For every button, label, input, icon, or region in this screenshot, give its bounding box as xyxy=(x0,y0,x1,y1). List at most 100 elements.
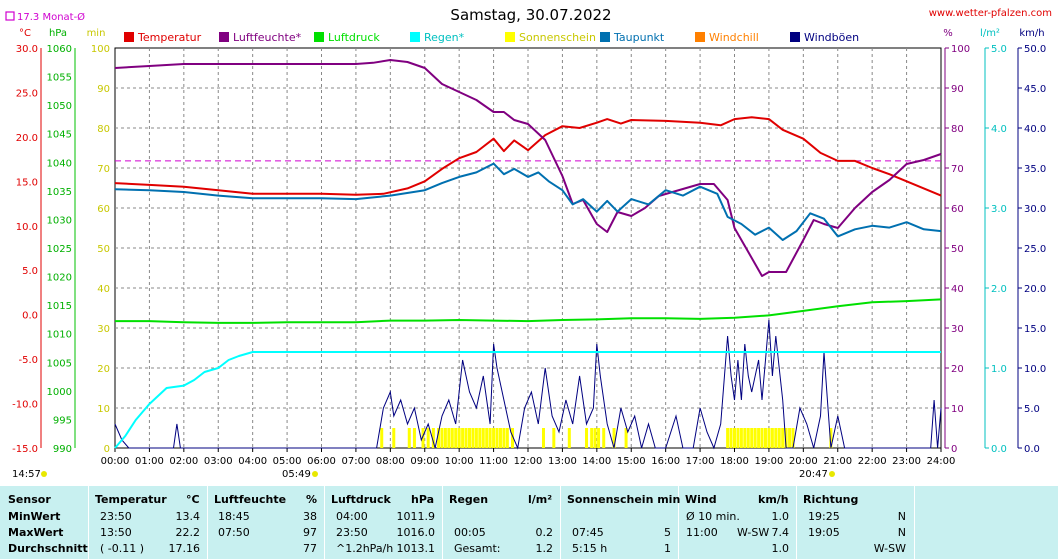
summary-cell-rain-val: 0.2 xyxy=(535,526,554,539)
humidity-axis-tick: 60 xyxy=(951,204,964,215)
summary-cell-press-time: ^1.2hPa/h xyxy=(336,542,394,555)
sunshine-bar xyxy=(407,428,411,448)
temp-axis-tick: 0.0 xyxy=(22,311,38,322)
start-sun-icon xyxy=(41,471,47,477)
windboeen-line xyxy=(114,319,942,450)
summary-cell-temp-val: 13.4 xyxy=(175,510,201,523)
pressure-axis-tick: 1040 xyxy=(47,158,72,169)
sunshine-bar xyxy=(597,428,601,448)
sunshine-bar xyxy=(736,428,740,448)
sunshine-bar xyxy=(488,428,492,448)
summary-cell-wind-val: 1.0 xyxy=(771,510,790,523)
sunshine-bar xyxy=(392,428,396,448)
chart-title: Samstag, 30.07.2022 xyxy=(450,6,611,24)
legend-label: Sonnenschein xyxy=(519,31,596,44)
header-richtung: Richtung xyxy=(803,493,859,506)
sunshine-bar xyxy=(829,428,833,448)
humidity-axis-tick: 70 xyxy=(951,164,964,175)
minutes-unit-label: min xyxy=(87,28,106,39)
sunshine-bar xyxy=(502,428,506,448)
temp-axis-tick: 20.0 xyxy=(16,133,38,144)
header-sonnenschein: Sonnenschein min xyxy=(567,493,681,506)
pressure-axis-tick: 1020 xyxy=(47,273,72,284)
sunshine-bar xyxy=(443,428,447,448)
summary-cell-temp-time: 13:50 xyxy=(100,526,132,539)
wind-axis-tick: 5.0 xyxy=(1024,404,1040,415)
summary-cell-wind-val: 7.4 xyxy=(771,526,790,539)
minutes-axis-tick: 40 xyxy=(97,284,110,295)
legend-label: Windchill xyxy=(709,31,759,44)
sunshine-bar xyxy=(602,428,606,448)
sunshine-bar xyxy=(464,428,468,448)
start-time-label: 14:57 xyxy=(12,469,41,480)
legend-swatch xyxy=(410,32,420,42)
sunshine-bar xyxy=(624,428,628,448)
wind-axis-tick: 40.0 xyxy=(1024,124,1046,135)
x-tick-label: 06:00 xyxy=(307,456,336,467)
summary-cell-hum-time: 18:45 xyxy=(218,510,250,523)
x-tick-label: 13:00 xyxy=(548,456,577,467)
summary-cell-press-val: 1011.9 xyxy=(396,510,436,523)
rain-axis-tick: 2.0 xyxy=(991,284,1007,295)
pressure-axis-tick: 1060 xyxy=(47,44,72,55)
sunshine-bar xyxy=(454,428,458,448)
sunshine-bar xyxy=(511,428,515,448)
summary-cell-press-time: 04:00 xyxy=(336,510,368,523)
summary-cell-hum-time: 07:50 xyxy=(218,526,250,539)
wind-axis-tick: 10.0 xyxy=(1024,364,1046,375)
x-tick-label: 02:00 xyxy=(169,456,198,467)
grid xyxy=(114,47,942,449)
x-tick-label: 07:00 xyxy=(342,456,371,467)
sunshine-bar xyxy=(774,428,778,448)
sunshine-bar xyxy=(457,428,461,448)
header-regen: Regen xyxy=(449,493,489,506)
wind-axis-tick: 35.0 xyxy=(1024,164,1046,175)
pressure-axis-tick: 1000 xyxy=(47,387,72,398)
minutes-axis-tick: 10 xyxy=(97,404,110,415)
sunshine-bar xyxy=(421,428,425,448)
humidity-axis-tick: 20 xyxy=(951,364,964,375)
summary-cell-sun-time: 07:45 xyxy=(572,526,604,539)
minutes-axis-tick: 70 xyxy=(97,164,110,175)
summary-cell-sun-time: 5:15 h xyxy=(572,542,608,555)
humidity-axis-tick: 10 xyxy=(951,404,964,415)
summary-divider xyxy=(796,486,797,559)
x-tick-label: 24:00 xyxy=(927,456,956,467)
sunrise-icon xyxy=(312,471,318,477)
sunshine-bar xyxy=(753,428,757,448)
summary-divider xyxy=(560,486,561,559)
x-tick-label: 19:00 xyxy=(755,456,784,467)
header-temperatur-unit: °C xyxy=(186,493,200,506)
summary-cell-temp-time: 23:50 xyxy=(100,510,132,523)
pressure-unit-label: hPa xyxy=(49,28,67,39)
legend-swatch xyxy=(600,32,610,42)
header-wind-unit: km/h xyxy=(758,493,789,506)
sunshine-bar xyxy=(485,428,489,448)
legend-swatch xyxy=(790,32,800,42)
site-link[interactable]: www.wetter-pfalzen.com xyxy=(929,8,1052,19)
sunshine-bar xyxy=(791,428,795,448)
legend-swatch xyxy=(219,32,229,42)
temp-axis-tick: 10.0 xyxy=(16,222,38,233)
summary-cell-press-time: 23:50 xyxy=(336,526,368,539)
wind-unit-label: km/h xyxy=(1019,28,1044,39)
sunshine-bar xyxy=(552,428,556,448)
series xyxy=(114,59,942,450)
summary-cell-press-val: 1013.1 xyxy=(396,542,436,555)
rain-unit-label: l/m² xyxy=(980,28,1000,39)
legend-swatch xyxy=(505,32,515,42)
wind-axis-tick: 25.0 xyxy=(1024,244,1046,255)
summary-divider xyxy=(442,486,443,559)
summary-cell-dir-time: 19:25 xyxy=(808,510,840,523)
sunshine-bar xyxy=(585,428,589,448)
sunset-icon xyxy=(829,471,835,477)
temp-axis-tick: 30.0 xyxy=(16,44,38,55)
sunshine-bar xyxy=(431,428,435,448)
summary-cell-dir-time: 19:05 xyxy=(808,526,840,539)
summary-cell-rain-time: 00:05 xyxy=(454,526,486,539)
sunshine-bar xyxy=(426,428,430,448)
x-tick-label: 17:00 xyxy=(686,456,715,467)
x-tick-label: 15:00 xyxy=(617,456,646,467)
summary-cell-label: Durchschnitt xyxy=(8,542,88,555)
pressure-axis-tick: 1055 xyxy=(47,73,72,84)
